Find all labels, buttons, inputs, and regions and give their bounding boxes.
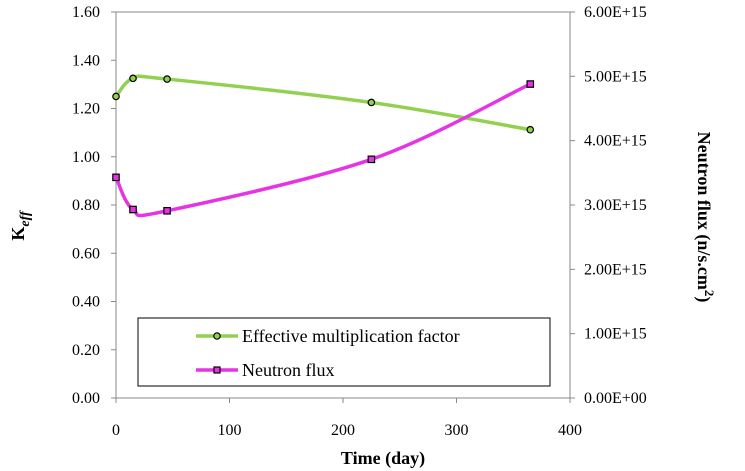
y-axis-left: 0.00 0.20 0.40 0.60 0.80 1.00 1.20 1.40 1.60 — [72, 4, 116, 407]
legend-box — [137, 317, 551, 387]
y-tick-label: 1.40 — [72, 52, 100, 69]
data-point-flux — [112, 173, 120, 182]
y-axis-title-main: K — [8, 227, 28, 241]
y-tick-label: 0.40 — [72, 294, 100, 311]
y-axis-title: Keff — [8, 210, 33, 241]
legend-marker-flux — [213, 366, 221, 374]
y2-tick-label: 2.00E+15 — [584, 261, 647, 278]
y2-axis-title: Neutron flux (n/s.cm2) — [693, 132, 717, 303]
y2-tick-label: 1.00E+15 — [584, 326, 647, 343]
y-tick-label: 1.60 — [72, 4, 100, 21]
y-tick-label: 0.60 — [72, 245, 100, 262]
y2-tick-label: 6.00E+15 — [584, 4, 647, 21]
y2-tick-label: 3.00E+15 — [584, 197, 647, 214]
y2-axis-title-main: Neutron flux (n/s.cm — [693, 132, 714, 290]
x-tick-label: 100 — [218, 422, 242, 439]
y-tick-label: 0.80 — [72, 197, 100, 214]
x-axis-title: Time (day) — [341, 448, 425, 469]
data-point-flux — [129, 205, 137, 214]
y2-tick-label: 5.00E+15 — [584, 68, 647, 85]
y2-axis-title-sup: 2 — [702, 290, 717, 297]
data-point-keff — [129, 74, 137, 83]
data-point-keff — [526, 125, 535, 134]
data-point-flux — [526, 80, 535, 88]
data-point-keff — [367, 98, 376, 107]
y-tick-label: 0.20 — [72, 342, 100, 359]
legend: Effective multiplication factor Neutron … — [137, 317, 551, 387]
y-axis-title-sub: eff — [18, 210, 33, 227]
x-axis: 0 100 200 300 400 — [112, 398, 582, 439]
legend-marker-keff — [213, 332, 221, 340]
y2-axis-title-end: ) — [693, 296, 714, 302]
y-tick-label: 1.20 — [72, 101, 100, 118]
y2-tick-label: 4.00E+15 — [584, 133, 647, 150]
legend-label-flux: Neutron flux — [242, 360, 334, 380]
data-point-flux — [367, 155, 376, 164]
data-point-keff — [163, 75, 171, 83]
x-tick-label: 300 — [445, 422, 469, 439]
x-tick-label: 200 — [331, 422, 355, 439]
data-point-flux — [163, 206, 171, 215]
x-tick-label: 400 — [558, 422, 582, 439]
y-tick-label: 0.00 — [72, 390, 100, 407]
y2-tick-label: 0.00E+00 — [584, 390, 647, 407]
series-layer — [112, 74, 535, 218]
data-point-keff — [112, 92, 120, 101]
y-axis-right: 0.00E+00 1.00E+15 2.00E+15 3.00E+15 4.00E+15… — [570, 4, 647, 407]
legend-label-keff: Effective multiplication factor — [242, 326, 460, 346]
x-tick-label: 0 — [112, 422, 120, 439]
svg-text:Neutron flux (n/s.cm2): Neutron flux (n/s.cm2) — [693, 132, 717, 303]
svg-text:Keff: Keff — [8, 210, 33, 241]
y-tick-label: 1.00 — [72, 149, 100, 166]
